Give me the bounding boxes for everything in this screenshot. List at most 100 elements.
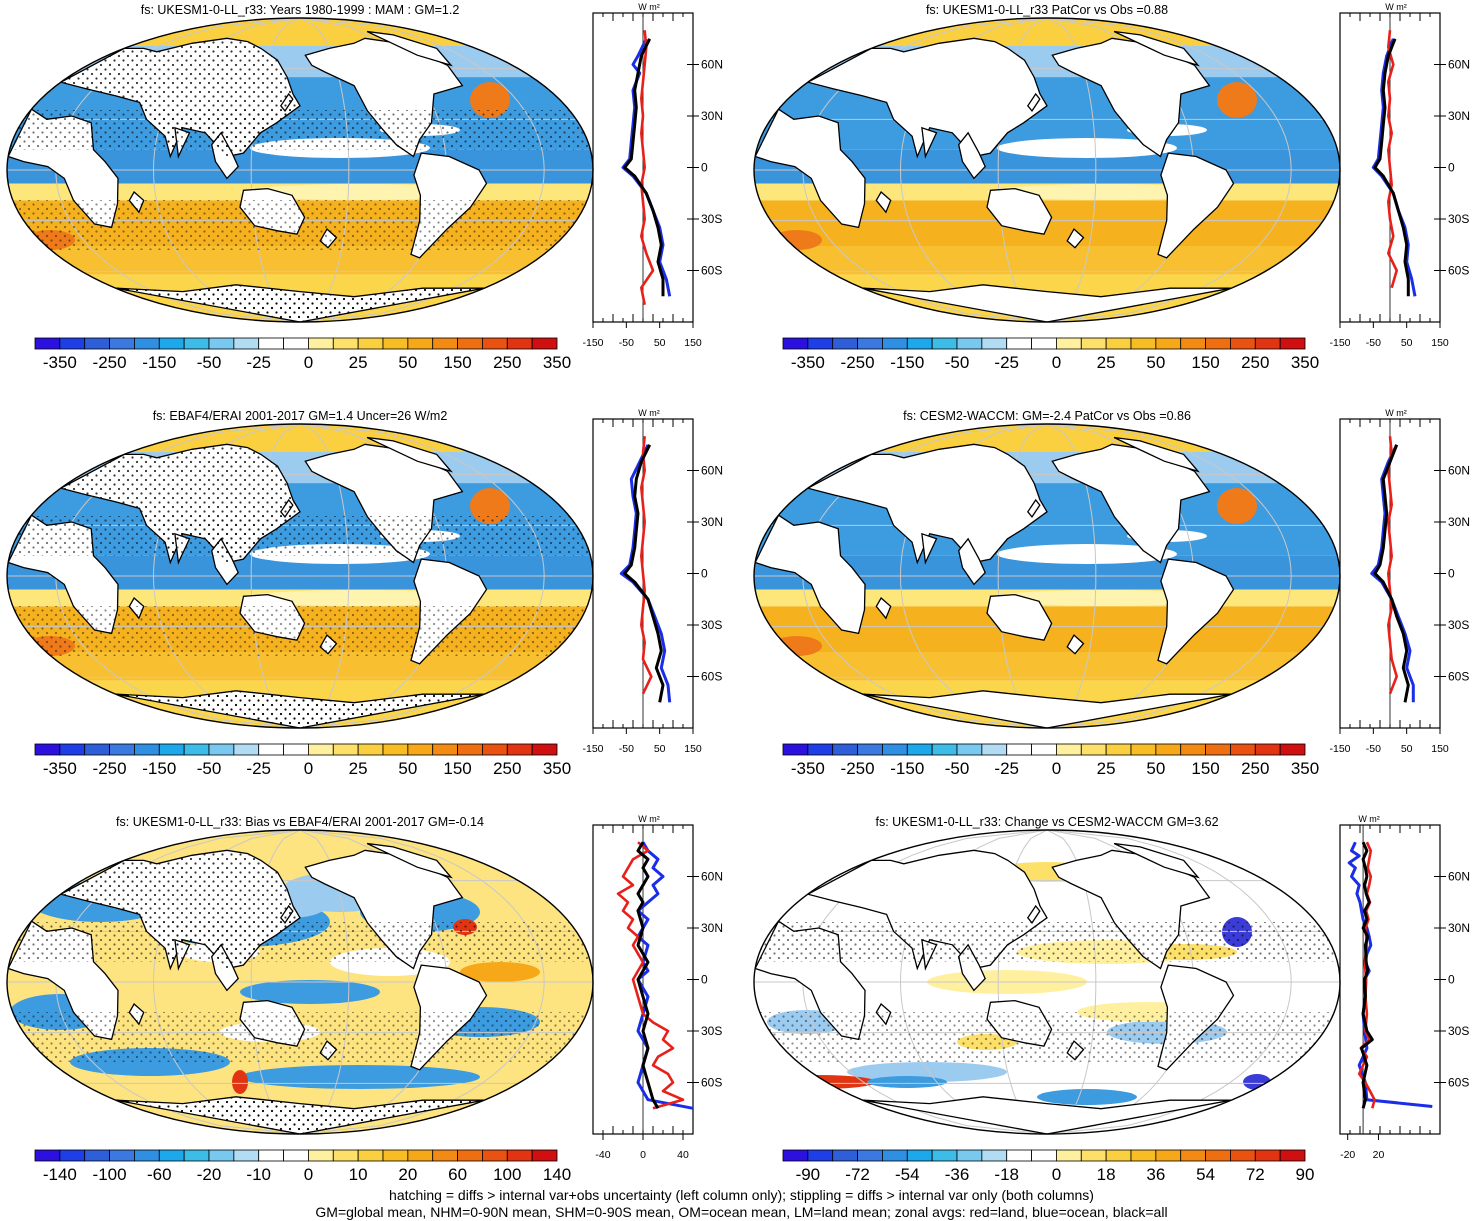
colorbar-label: 36 <box>1146 1165 1165 1184</box>
colorbar-swatch <box>357 1149 384 1162</box>
colorbar-label: -100 <box>93 1165 127 1184</box>
colorbar-swatch <box>258 337 284 350</box>
colorbar-swatch <box>931 1149 958 1162</box>
zonal-line-ocean <box>621 38 672 297</box>
colorbar-label: -60 <box>147 1165 172 1184</box>
colorbar-swatch <box>407 743 434 756</box>
colorbar-swatch <box>1254 743 1281 756</box>
zonal-line-land <box>1387 30 1398 289</box>
map-field <box>754 18 1340 322</box>
colorbar-swatch <box>1031 337 1057 350</box>
zonal-x-tick: 50 <box>1401 743 1413 755</box>
colorbar-label: -10 <box>246 1165 271 1184</box>
zonal-line-all <box>1373 444 1410 703</box>
colorbar-swatch <box>208 1149 235 1162</box>
panel-title: fs: UKESM1-0-LL_r33: Bias vs EBAF4/ERAI … <box>116 815 484 829</box>
zonal-x-tick: 0 <box>640 1149 646 1161</box>
colorbar-swatch <box>1056 1149 1082 1162</box>
land-greenland <box>1113 842 1200 879</box>
colorbar-label: -350 <box>791 353 825 372</box>
zonal-line-ocean <box>1371 38 1417 297</box>
colorbar: -90 -72 -54 -36 -18 0 18 36 54 72 90 <box>782 1149 1315 1184</box>
colorbar-label: 350 <box>543 759 571 778</box>
colorbar-label: 350 <box>543 353 571 372</box>
colorbar-swatch <box>1279 743 1306 756</box>
colorbar-swatch <box>183 743 210 756</box>
zonal-lat-label: 30S <box>1448 212 1469 226</box>
colorbar-swatch <box>531 337 558 350</box>
colorbar-swatch <box>906 743 933 756</box>
colorbar-swatch <box>258 1149 284 1162</box>
zonal-line-all <box>1373 38 1410 297</box>
zonal-lat-label: 60S <box>1448 670 1469 684</box>
colorbar-label: -72 <box>845 1165 870 1184</box>
colorbar-swatch <box>258 743 284 756</box>
colorbar-swatch <box>432 1149 458 1162</box>
zonal-x-tick: 40 <box>677 1149 689 1161</box>
colorbar-swatch <box>407 337 434 350</box>
land-antarctica <box>862 284 1232 322</box>
colorbar-swatch <box>1230 337 1256 350</box>
colorbar-swatch <box>531 1149 558 1162</box>
colorbar-swatch <box>357 337 384 350</box>
zonal-lat-label: 30S <box>701 1024 722 1038</box>
colorbar-label: 90 <box>1296 1165 1315 1184</box>
colorbar-swatch <box>1130 337 1157 350</box>
land-seasia <box>957 131 986 180</box>
colorbar-label: -20 <box>197 1165 222 1184</box>
colorbar-label: 250 <box>493 759 521 778</box>
colorbar-swatch <box>1006 743 1032 756</box>
colorbar-label: -36 <box>945 1165 970 1184</box>
land-japan <box>1026 92 1041 112</box>
zonal-line-land <box>640 436 653 695</box>
colorbar-swatch <box>906 337 933 350</box>
colorbar-label: -250 <box>93 353 127 372</box>
colorbar-label: 350 <box>1291 353 1319 372</box>
zonal-x-tick: 50 <box>654 337 666 349</box>
colorbar-label: -18 <box>994 1165 1019 1184</box>
colorbar-label: 25 <box>1097 759 1116 778</box>
colorbar-label: 150 <box>1191 759 1219 778</box>
colorbar-label: 150 <box>443 759 471 778</box>
colorbar-label: 50 <box>1146 353 1165 372</box>
colorbar-swatch <box>1230 1149 1256 1162</box>
colorbar-swatch <box>457 743 483 756</box>
colorbar-swatch <box>1254 1149 1281 1162</box>
zonal-axis-label: W m² <box>1385 2 1407 12</box>
colorbar-label: -250 <box>841 353 875 372</box>
colorbar-swatch <box>332 337 359 350</box>
footer-legend-note: GM=global mean, NHM=0-90N mean, SHM=0-90… <box>315 1204 1168 1220</box>
colorbar-swatch <box>906 1149 933 1162</box>
panel-title: fs: EBAF4/ERAI 2001-2017 GM=1.4 Uncer=26… <box>153 409 448 423</box>
colorbar: -350 -250 -150 -50 -25 0 25 50 150 250 350 <box>782 337 1319 372</box>
zonal-x-tick: -50 <box>619 337 634 349</box>
colorbar-swatch <box>332 1149 359 1162</box>
land-greenland <box>366 842 453 879</box>
zonal-x-tick: 150 <box>1431 337 1449 349</box>
colorbar-label: -150 <box>142 759 176 778</box>
colorbar-label: 140 <box>543 1165 571 1184</box>
colorbar-label: -250 <box>841 759 875 778</box>
colorbar-swatch <box>981 1149 1008 1162</box>
colorbar-swatch <box>158 743 185 756</box>
colorbar-swatch <box>1205 1149 1231 1162</box>
zonal-x-tick: -150 <box>582 743 603 755</box>
zonal-line-land <box>616 841 685 1110</box>
colorbar-swatch <box>183 1149 210 1162</box>
colorbar-swatch <box>34 337 61 350</box>
zonal-lat-label: 60S <box>701 670 722 684</box>
colorbar-swatch <box>233 337 260 350</box>
colorbar-swatch <box>506 1149 533 1162</box>
colorbar-label: 0 <box>304 1165 313 1184</box>
zonal-lat-label: 30S <box>701 618 722 632</box>
zonal-line-land <box>640 30 655 306</box>
colorbar-swatch <box>233 1149 260 1162</box>
zonal-lat-label: 30S <box>1448 618 1469 632</box>
colorbar-label: 25 <box>1097 353 1116 372</box>
colorbar-swatch <box>208 743 235 756</box>
panel-3-ebaf-obs: fs: EBAF4/ERAI 2001-2017 GM=1.4 Uncer=26… <box>0 406 733 786</box>
colorbar-swatch <box>807 337 834 350</box>
zonal-axis-label: W m² <box>1358 814 1380 824</box>
zonal-lat-label: 30S <box>1448 1024 1469 1038</box>
zonal-lat-label: 30N <box>1448 921 1470 935</box>
